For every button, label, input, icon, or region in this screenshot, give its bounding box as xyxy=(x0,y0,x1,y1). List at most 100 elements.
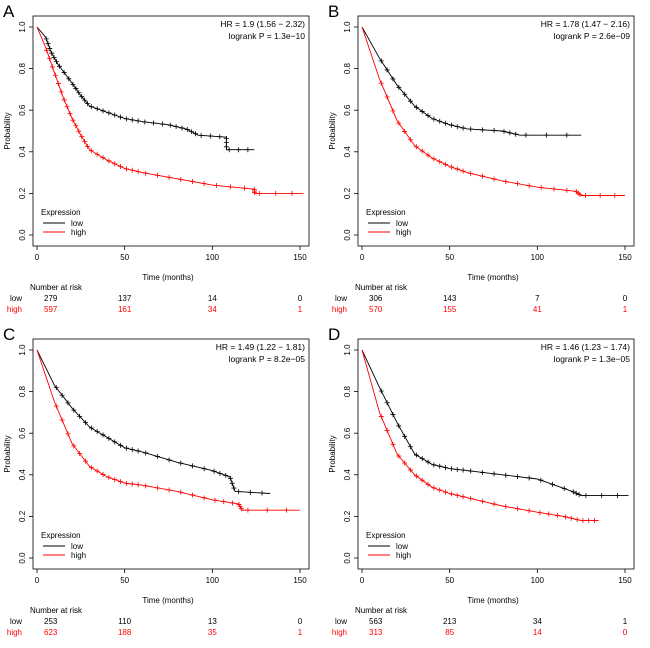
censor-mark-low xyxy=(85,101,91,107)
censor-mark-high xyxy=(106,158,112,164)
censor-mark-low xyxy=(378,58,384,64)
legend-entry-high: high xyxy=(396,228,411,237)
y-tick-label: 0.8 xyxy=(18,385,27,397)
censor-mark-high xyxy=(378,414,384,420)
logrank-annotation: logrank P = 1.3e−05 xyxy=(554,354,631,364)
x-tick-label: 150 xyxy=(618,253,632,262)
risk-row-label-high: high xyxy=(332,305,347,314)
hr-annotation: HR = 1.9 (1.56 − 2.32) xyxy=(220,19,305,29)
censor-mark-high xyxy=(143,483,149,489)
censor-mark-low xyxy=(198,132,204,138)
censor-mark-high xyxy=(568,515,574,521)
censor-mark-high xyxy=(396,453,402,459)
censor-mark-high xyxy=(562,514,568,520)
censor-mark-low xyxy=(184,127,190,133)
censor-mark-high xyxy=(526,508,532,514)
y-tick-label: 1.0 xyxy=(343,21,352,33)
censor-mark-high xyxy=(178,176,184,182)
censor-mark-low xyxy=(135,448,141,454)
y-tick-label: 0.8 xyxy=(343,62,352,74)
censor-mark-high xyxy=(154,485,160,491)
censor-mark-high xyxy=(58,89,64,95)
censor-mark-low xyxy=(226,147,232,153)
risk-table-title: Number at risk xyxy=(355,283,408,292)
censor-mark-high xyxy=(425,152,431,158)
x-tick-label: 100 xyxy=(206,576,220,585)
risk-count-high: 623 xyxy=(44,628,58,637)
plot-frame xyxy=(357,338,635,570)
censor-mark-high xyxy=(413,144,419,150)
censor-mark-low xyxy=(154,453,160,459)
risk-count-low: 0 xyxy=(623,294,628,303)
risk-count-low: 110 xyxy=(118,617,131,626)
censor-mark-low xyxy=(106,110,112,116)
censor-mark-low xyxy=(135,118,141,124)
censor-mark-low xyxy=(425,459,431,465)
censor-mark-low xyxy=(223,144,229,150)
risk-count-high: 570 xyxy=(369,305,383,314)
censor-mark-low xyxy=(396,84,402,90)
censor-mark-high xyxy=(49,64,55,70)
censor-mark-high xyxy=(577,192,583,198)
censor-mark-low xyxy=(259,490,265,496)
censor-mark-low xyxy=(390,76,396,82)
censor-mark-low xyxy=(419,108,425,114)
x-tick-label: 0 xyxy=(35,253,40,262)
censor-mark-low xyxy=(468,468,474,474)
legend-entry-low: low xyxy=(71,542,83,551)
censor-mark-high xyxy=(491,176,497,182)
censor-mark-high xyxy=(189,179,195,185)
censor-mark-high xyxy=(537,510,543,516)
logrank-annotation: logrank P = 2.6e−09 xyxy=(554,31,631,41)
censor-mark-low xyxy=(543,132,549,138)
risk-count-high: 161 xyxy=(118,305,132,314)
censor-mark-low xyxy=(189,463,195,469)
censor-mark-high xyxy=(479,173,485,179)
censor-mark-high xyxy=(70,117,76,123)
censor-mark-high xyxy=(402,460,408,466)
censor-mark-high xyxy=(85,143,91,149)
censor-mark-low xyxy=(526,475,532,481)
censor-mark-high xyxy=(437,159,443,165)
censor-mark-high xyxy=(402,128,408,134)
censor-mark-high xyxy=(73,123,79,129)
y-tick-label: 0.2 xyxy=(343,187,352,199)
x-tick-label: 50 xyxy=(120,253,129,262)
censor-mark-low xyxy=(65,400,71,406)
censor-mark-high xyxy=(44,47,50,53)
censor-mark-low xyxy=(419,456,425,462)
censor-mark-low xyxy=(207,133,213,139)
censor-mark-high xyxy=(491,501,497,507)
censor-mark-high xyxy=(597,192,603,198)
y-tick-label: 0.4 xyxy=(18,146,27,158)
censor-mark-low xyxy=(443,120,449,126)
risk-count-low: 0 xyxy=(298,617,303,626)
censor-mark-high xyxy=(221,499,227,505)
censor-mark-low xyxy=(88,425,94,431)
censor-mark-high xyxy=(228,184,234,190)
x-tick-label: 50 xyxy=(445,253,454,262)
censor-mark-high xyxy=(236,502,242,508)
censor-mark-low xyxy=(173,124,179,130)
censor-mark-low xyxy=(231,485,237,491)
censor-mark-low xyxy=(188,129,194,135)
censor-mark-low xyxy=(83,420,89,426)
legend-entry-high: high xyxy=(396,551,411,560)
censor-mark-high xyxy=(283,507,289,513)
censor-mark-high xyxy=(178,489,184,495)
censor-mark-high xyxy=(135,482,141,488)
censor-mark-high xyxy=(237,504,243,510)
censor-mark-low xyxy=(245,147,251,153)
censor-mark-high xyxy=(460,168,466,174)
y-axis-label: Probability xyxy=(328,435,337,472)
y-tick-label: 0.2 xyxy=(18,187,27,199)
censor-mark-low xyxy=(112,112,118,118)
censor-mark-high xyxy=(83,458,89,464)
risk-count-high: 41 xyxy=(533,305,542,314)
censor-mark-high xyxy=(384,94,390,100)
censor-mark-low xyxy=(396,423,402,429)
y-tick-label: 0.0 xyxy=(18,229,27,241)
censor-mark-low xyxy=(402,91,408,97)
risk-count-low: 137 xyxy=(118,294,132,303)
censor-mark-high xyxy=(242,185,248,191)
